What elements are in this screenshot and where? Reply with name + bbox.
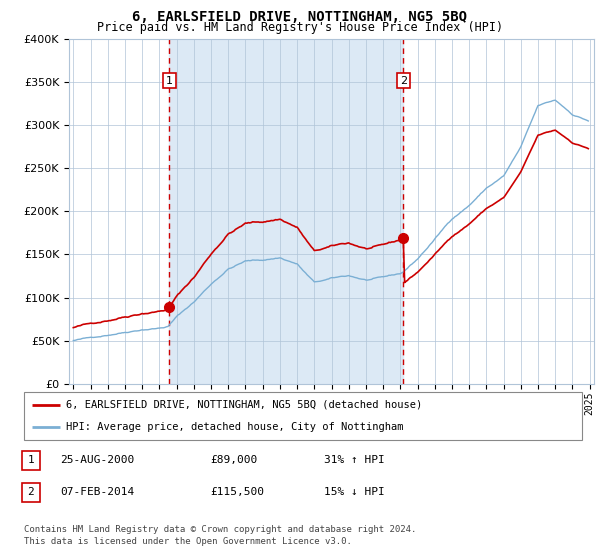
Text: 25-AUG-2000: 25-AUG-2000 <box>60 455 134 465</box>
Text: 1: 1 <box>166 76 173 86</box>
Text: 07-FEB-2014: 07-FEB-2014 <box>60 487 134 497</box>
Text: Price paid vs. HM Land Registry's House Price Index (HPI): Price paid vs. HM Land Registry's House … <box>97 21 503 34</box>
Text: This data is licensed under the Open Government Licence v3.0.: This data is licensed under the Open Gov… <box>24 537 352 546</box>
Text: HPI: Average price, detached house, City of Nottingham: HPI: Average price, detached house, City… <box>66 422 403 432</box>
Text: 31% ↑ HPI: 31% ↑ HPI <box>324 455 385 465</box>
FancyBboxPatch shape <box>24 392 582 440</box>
Text: £115,500: £115,500 <box>210 487 264 497</box>
Text: 6, EARLSFIELD DRIVE, NOTTINGHAM, NG5 5BQ: 6, EARLSFIELD DRIVE, NOTTINGHAM, NG5 5BQ <box>133 10 467 24</box>
Bar <box>169 39 403 384</box>
Text: £89,000: £89,000 <box>210 455 257 465</box>
Text: 6, EARLSFIELD DRIVE, NOTTINGHAM, NG5 5BQ (detached house): 6, EARLSFIELD DRIVE, NOTTINGHAM, NG5 5BQ… <box>66 400 422 410</box>
Text: Contains HM Land Registry data © Crown copyright and database right 2024.: Contains HM Land Registry data © Crown c… <box>24 525 416 534</box>
Text: 1: 1 <box>27 455 34 465</box>
Text: 15% ↓ HPI: 15% ↓ HPI <box>324 487 385 497</box>
Text: 2: 2 <box>27 487 34 497</box>
Text: 2: 2 <box>400 76 407 86</box>
